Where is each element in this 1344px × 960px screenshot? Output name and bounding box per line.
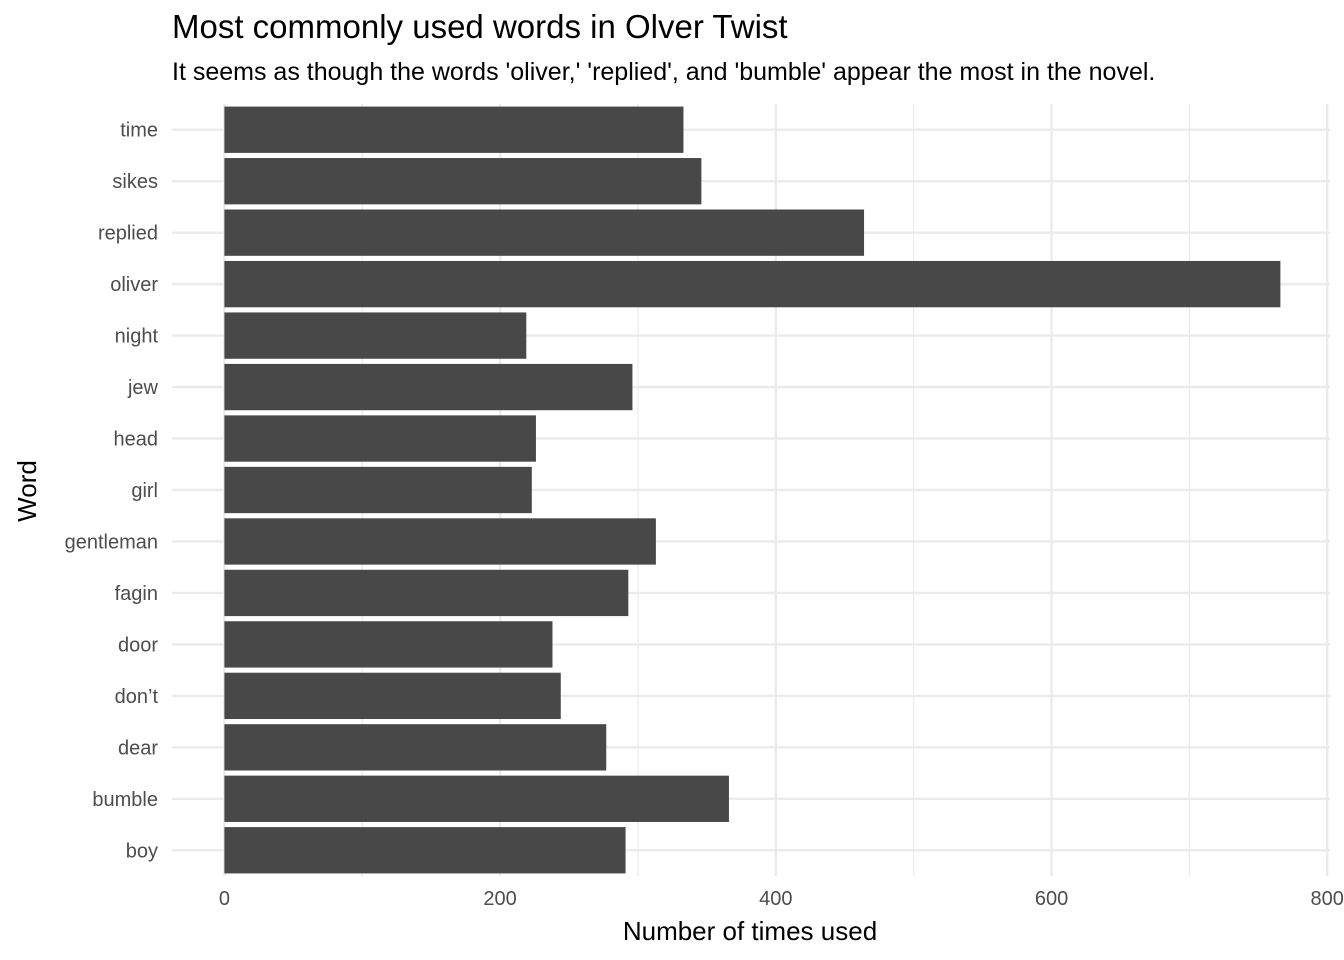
bar-fagin xyxy=(224,569,629,617)
bar-replied xyxy=(224,209,865,256)
y-tick-label: bumble xyxy=(92,789,158,811)
x-axis-title: Number of times used xyxy=(623,916,877,946)
y-tick-label: time xyxy=(120,120,158,142)
bar-door xyxy=(224,621,553,668)
y-tick-labels: boy bumble dear don’t door fagin gentleman girl… xyxy=(65,120,159,863)
chart-subtitle: It seems as though the words 'oliver,' '… xyxy=(172,58,1156,86)
bar-oliver xyxy=(224,260,1281,308)
x-tick-label: 200 xyxy=(483,888,516,910)
y-tick-label: girl xyxy=(131,480,158,502)
bar-dear xyxy=(224,724,607,771)
y-tick-label: don’t xyxy=(115,686,159,708)
bars xyxy=(224,106,1281,874)
y-tick-label: boy xyxy=(126,840,158,862)
y-tick-label: replied xyxy=(98,223,158,245)
bar-bumble xyxy=(224,775,729,822)
y-tick-label: jew xyxy=(127,377,159,399)
bar-jew xyxy=(224,363,633,411)
y-tick-label: head xyxy=(114,429,159,451)
bar-sikes xyxy=(224,158,702,205)
bar-girl xyxy=(224,466,532,514)
x-tick-label: 400 xyxy=(759,888,792,910)
y-tick-label: door xyxy=(118,634,158,656)
y-tick-label: sikes xyxy=(112,171,158,193)
y-tick-label: oliver xyxy=(110,274,158,296)
x-tick-labels: 0 200 400 600 800 xyxy=(219,888,1344,910)
y-tick-label: fagin xyxy=(115,583,158,605)
bar-time xyxy=(224,106,684,153)
chart-title: Most commonly used words in Olver Twist xyxy=(172,8,788,45)
bar-dont xyxy=(224,672,561,720)
y-tick-label: gentleman xyxy=(65,531,158,553)
x-tick-label: 600 xyxy=(1035,888,1068,910)
bar-gentleman xyxy=(224,518,656,565)
bar-boy xyxy=(224,827,626,874)
y-axis-title: Word xyxy=(12,460,42,522)
bar-head xyxy=(224,415,536,462)
y-tick-label: dear xyxy=(118,737,158,759)
y-tick-label: night xyxy=(115,326,159,348)
bar-night xyxy=(224,312,527,359)
x-tick-label: 800 xyxy=(1311,888,1344,910)
x-tick-label: 0 xyxy=(219,888,230,910)
